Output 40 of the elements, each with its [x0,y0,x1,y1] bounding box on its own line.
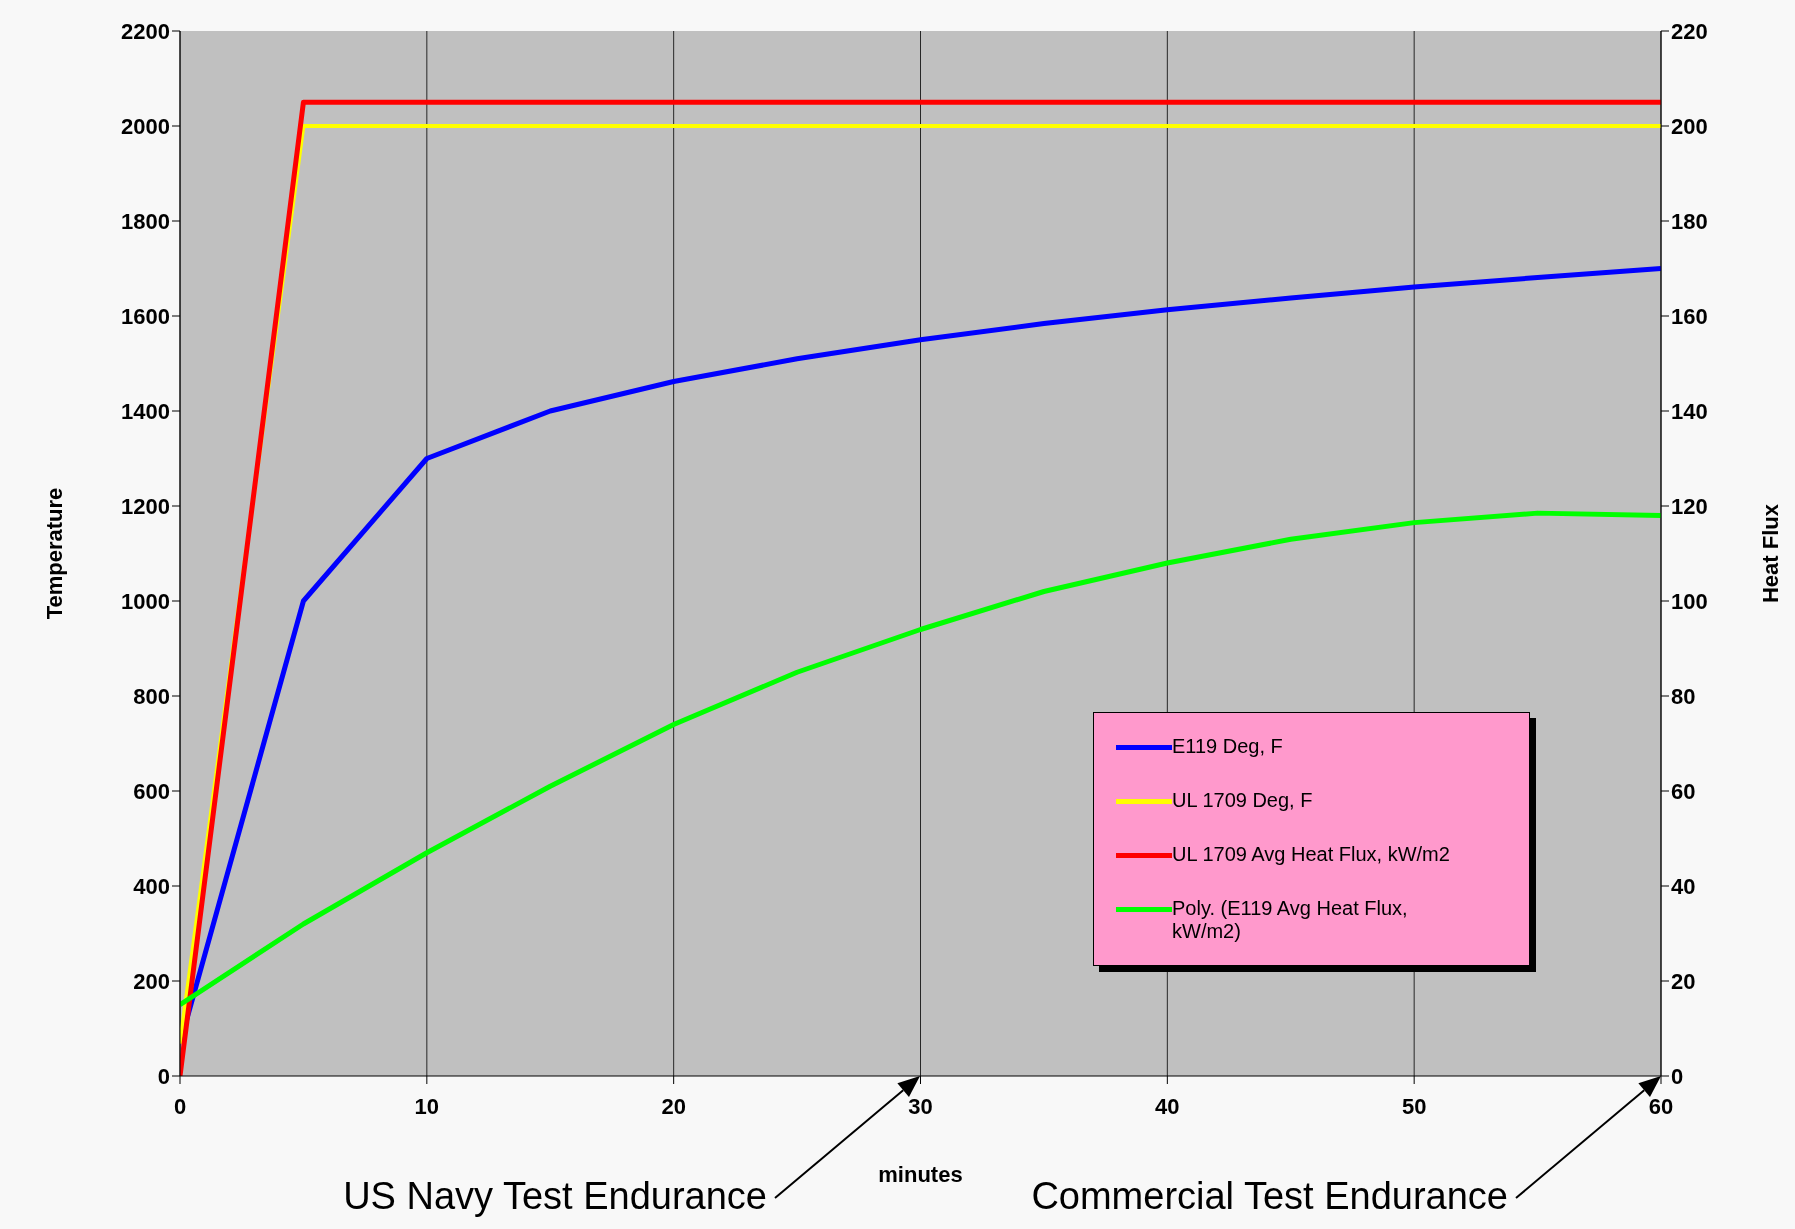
x-tick-label: 40 [1155,1093,1180,1119]
text: US Navy Test Endurance [343,1175,767,1217]
y-tick-label: 200 [133,968,170,994]
y2-tick-label: 80 [1671,683,1696,709]
y-tick-label: 1000 [121,588,170,614]
y2-tick-label: 180 [1671,208,1708,234]
legend-label: UL 1709 Avg Heat Flux, kW/m2 [1172,843,1451,866]
y-tick-label: 800 [133,683,170,709]
x-tick-label: 30 [908,1093,933,1119]
y2-axis-title: Heat Flux [1757,503,1783,604]
y-tick-label: 1600 [121,303,170,329]
x-tick-label: 10 [414,1093,440,1119]
y-tick-label: 0 [157,1063,170,1089]
x-tick-label: 0 [173,1093,187,1119]
y2-tick-label: 0 [1671,1063,1684,1089]
x-tick-label: 60 [1648,1093,1674,1119]
legend-label: Poly. (E119 Avg Heat Flux, kW/m2) [1172,897,1409,943]
y-tick-label: 600 [133,778,170,804]
x-tick-label: 20 [661,1093,686,1119]
y-tick-label: 2000 [121,113,170,139]
y-tick-label: 2200 [121,18,170,44]
legend-label: E119 Deg, F [1172,735,1284,758]
y2-tick-label: 200 [1671,113,1708,139]
y-axis-title: Temperature [42,487,67,620]
y2-tick-label: 100 [1671,588,1708,614]
y2-tick-label: 120 [1671,493,1708,519]
y2-tick-label: 60 [1671,778,1696,804]
x-axis-title: minutes [878,1162,963,1187]
y-tick-label: 1200 [121,493,170,519]
text: Commercial Test Endurance [1031,1175,1508,1217]
y-tick-label: 1400 [121,398,170,424]
y2-tick-label: 40 [1671,873,1696,899]
y2-tick-label: 20 [1671,968,1696,994]
x-tick-label: 50 [1401,1093,1427,1119]
y2-tick-label: 140 [1671,398,1708,424]
y-tick-label: 1800 [121,208,170,234]
y2-tick-label: 220 [1671,18,1708,44]
legend-label: UL 1709 Deg, F [1172,789,1314,812]
y2-tick-label: 160 [1671,303,1708,329]
y-tick-label: 400 [133,873,170,899]
